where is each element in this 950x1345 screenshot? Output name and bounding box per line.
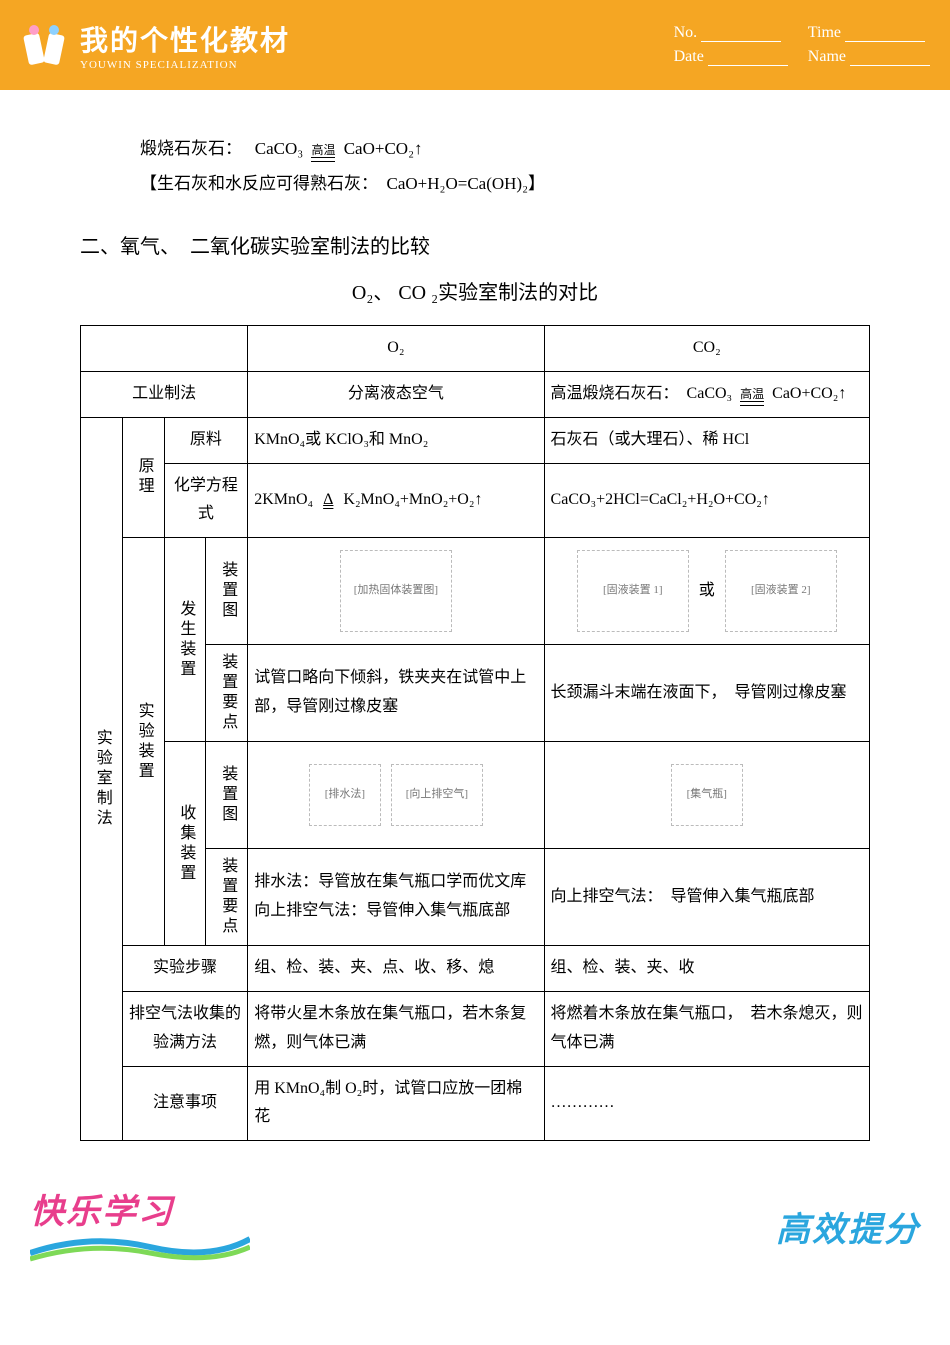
gen-fig-co2: [固液装置 1] 或 [固液装置 2] bbox=[544, 538, 869, 645]
principle-label: 原理 bbox=[122, 417, 164, 537]
row-industry: 工业制法 bbox=[81, 371, 248, 417]
gen-label: 发生装置 bbox=[164, 538, 206, 742]
section-2-title: 二、氧气、 二氧化碳实验室制法的比较 bbox=[80, 229, 870, 265]
meta-date: Date bbox=[674, 48, 788, 66]
swoosh-icon bbox=[30, 1233, 250, 1263]
meta-name: Name bbox=[808, 48, 930, 66]
col-label: 收集装置 bbox=[164, 742, 206, 946]
col-header-co2: CO₂ bbox=[544, 326, 869, 372]
meta-box: No. Time Date Name bbox=[674, 24, 930, 66]
table-row: O₂ CO₂ bbox=[81, 326, 870, 372]
logo: 我的个性化教材 YOUWIN SPECIALIZATION bbox=[20, 19, 290, 71]
col-fig-co2: [集气瓶] bbox=[544, 742, 869, 849]
meta-time: Time bbox=[808, 24, 930, 42]
col-fig-label: 装置图 bbox=[206, 742, 248, 849]
steps-label: 实验步骤 bbox=[122, 946, 247, 992]
table-title: O₂、 CO ₂实验室制法的对比 bbox=[80, 275, 870, 311]
industry-o2: 分离液态空气 bbox=[248, 371, 544, 417]
verify-o2: 将带火星木条放在集气瓶口，若木条复燃，则气体已满 bbox=[248, 991, 544, 1066]
gen-pts-o2: 试管口略向下倾斜，铁夹夹在试管中上部，导管刚过橡皮塞 bbox=[248, 645, 544, 742]
reaction-condition: 高温 bbox=[311, 144, 335, 162]
raw-label: 原料 bbox=[164, 417, 248, 463]
notes-co2: ………… bbox=[544, 1066, 869, 1141]
table-row: 实验步骤 组、检、装、夹、点、收、移、熄 组、检、装、夹、收 bbox=[81, 946, 870, 992]
verify-label: 排空气法收集的验满方法 bbox=[122, 991, 247, 1066]
apparatus-sketch: [向上排空气] bbox=[391, 764, 483, 826]
verify-co2: 将燃着木条放在集气瓶口， 若木条熄灭，则气体已满 bbox=[544, 991, 869, 1066]
meta-no: No. bbox=[674, 24, 788, 42]
comparison-table: O₂ CO₂ 工业制法 分离液态空气 高温煅烧石灰石： CaCO₃ 高温 CaO… bbox=[80, 325, 870, 1141]
apparatus-sketch: [加热固体装置图] bbox=[340, 550, 452, 632]
steps-co2: 组、检、装、夹、收 bbox=[544, 946, 869, 992]
gen-pts-label: 装置要点 bbox=[206, 645, 248, 742]
table-row: 工业制法 分离液态空气 高温煅烧石灰石： CaCO₃ 高温 CaO+CO₂↑ bbox=[81, 371, 870, 417]
raw-co2: 石灰石（或大理石）、稀 HCl bbox=[544, 417, 869, 463]
table-row: 化学方程式 2KMnO₄ Δ K₂MnO₄+MnO₂+O₂↑ CaCO₃+2HC… bbox=[81, 463, 870, 538]
footer-bar: 快乐学习 高效提分 bbox=[0, 1181, 950, 1271]
table-row: 收集装置 装置图 [排水法] [向上排空气] [集气瓶] bbox=[81, 742, 870, 849]
apparatus-sketch: [排水法] bbox=[309, 764, 381, 826]
lab-method-label: 实验室制法 bbox=[81, 417, 123, 1140]
logo-main: 我的个性化教材 bbox=[80, 19, 290, 59]
eq-co2: CaCO₃+2HCl=CaCl₂+H₂O+CO₂↑ bbox=[544, 463, 869, 538]
table-row: 实验装置 发生装置 装置图 [加热固体装置图] [固液装置 1] 或 [固液装置… bbox=[81, 538, 870, 645]
eq-o2: 2KMnO₄ Δ K₂MnO₄+MnO₂+O₂↑ bbox=[248, 463, 544, 538]
gen-fig-label: 装置图 bbox=[206, 538, 248, 645]
steps-o2: 组、检、装、夹、点、收、移、熄 bbox=[248, 946, 544, 992]
eq-label: 化学方程式 bbox=[164, 463, 248, 538]
apparatus-sketch: [集气瓶] bbox=[671, 764, 743, 826]
col-pts-co2: 向上排空气法： 导管伸入集气瓶底部 bbox=[544, 849, 869, 946]
apparatus-sketch: [固液装置 2] bbox=[725, 550, 837, 632]
raw-o2: KMnO₄或 KClO₃和 MnO₂ bbox=[248, 417, 544, 463]
exp-apparatus-label: 实验装置 bbox=[122, 538, 164, 946]
notes-o2: 用 KMnO₄制 O₂时，试管口应放一团棉花 bbox=[248, 1066, 544, 1141]
gen-fig-o2: [加热固体装置图] bbox=[248, 538, 544, 645]
col-header-o2: O₂ bbox=[248, 326, 544, 372]
table-row: 排空气法收集的验满方法 将带火星木条放在集气瓶口，若木条复燃，则气体已满 将燃着… bbox=[81, 991, 870, 1066]
header-bar: 我的个性化教材 YOUWIN SPECIALIZATION No. Time D… bbox=[0, 0, 950, 90]
col-pts-o2: 排水法：导管放在集气瓶口学而优文库 向上排空气法：导管伸入集气瓶底部 bbox=[248, 849, 544, 946]
gen-pts-co2: 长颈漏斗末端在液面下， 导管刚过橡皮塞 bbox=[544, 645, 869, 742]
reaction-2: 【生石灰和水反应可得熟石灰： CaO+H₂O=Ca(OH)₂】 bbox=[140, 169, 870, 200]
logo-icon bbox=[20, 20, 70, 70]
apparatus-sketch: [固液装置 1] bbox=[577, 550, 689, 632]
notes-label: 注意事项 bbox=[122, 1066, 247, 1141]
col-pts-label: 装置要点 bbox=[206, 849, 248, 946]
table-row: 实验室制法 原理 原料 KMnO₄或 KClO₃和 MnO₂ 石灰石（或大理石）… bbox=[81, 417, 870, 463]
table-row: 注意事项 用 KMnO₄制 O₂时，试管口应放一团棉花 ………… bbox=[81, 1066, 870, 1141]
footer-right: 高效提分 bbox=[776, 1202, 920, 1251]
industry-co2: 高温煅烧石灰石： CaCO₃ 高温 CaO+CO₂↑ bbox=[544, 371, 869, 417]
col-fig-o2: [排水法] [向上排空气] bbox=[248, 742, 544, 849]
logo-sub: YOUWIN SPECIALIZATION bbox=[80, 59, 290, 71]
footer-left: 快乐学习 bbox=[30, 1184, 250, 1268]
page-body: 煅烧石灰石： CaCO₃ 高温 CaO+CO₂↑ 【生石灰和水反应可得熟石灰： … bbox=[0, 90, 950, 1181]
reaction-1: 煅烧石灰石： CaCO₃ 高温 CaO+CO₂↑ bbox=[140, 134, 870, 165]
